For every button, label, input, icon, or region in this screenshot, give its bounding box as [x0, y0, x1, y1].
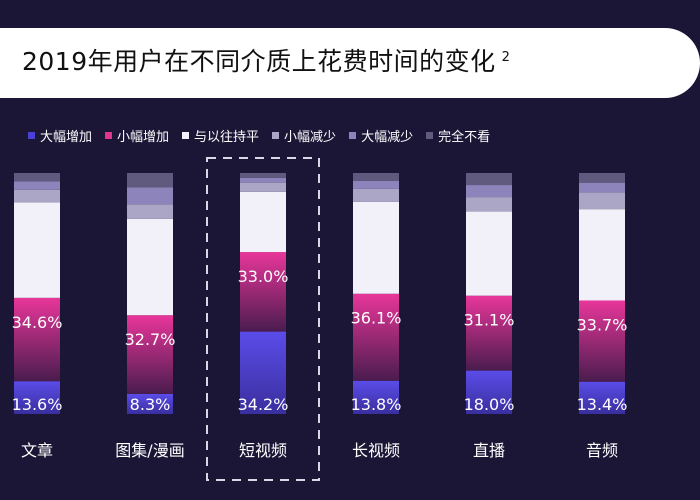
bar-segment [579, 173, 625, 183]
bar-segment [127, 218, 173, 316]
legend-item: 小幅增加 [105, 126, 169, 145]
legend-swatch [182, 131, 190, 139]
bar-segment [14, 189, 60, 203]
legend-label: 大幅减少 [361, 129, 414, 145]
bar-segment [579, 192, 625, 210]
bar-segment [14, 297, 60, 382]
data-label: 34.2% [238, 395, 289, 414]
data-label: 32.7% [125, 330, 176, 349]
category-label: 短视频 [239, 441, 287, 460]
bar-segment [127, 204, 173, 219]
data-label: 36.1% [351, 309, 402, 328]
legend-swatch [28, 131, 35, 139]
bar-segment [127, 315, 173, 394]
bar-segment [14, 173, 60, 182]
bar-segment [579, 300, 625, 382]
bar-segment [466, 173, 512, 186]
data-label: 8.3% [130, 395, 171, 414]
category-label: 长视频 [352, 441, 400, 460]
bar-segment [466, 295, 512, 371]
category-label: 图集/漫画 [115, 441, 184, 460]
data-label: 13.8% [351, 395, 402, 414]
bar-segment [240, 182, 286, 192]
bar-segment [14, 181, 60, 190]
category-label: 直播 [473, 441, 505, 460]
title-footnote-marker: 2 [501, 49, 511, 65]
bar-segment [127, 187, 173, 205]
bar-segment [466, 185, 512, 198]
bar-segment [14, 202, 60, 298]
bar-segment [579, 182, 625, 193]
legend-swatch [349, 131, 357, 139]
data-label: 13.6% [12, 395, 63, 414]
legend-swatch [272, 131, 280, 139]
bar-segment [240, 252, 286, 332]
bar-segment [466, 370, 512, 414]
legend-swatch [105, 131, 113, 139]
legend-label: 与以往持平 [194, 129, 260, 145]
legend-item: 完全不看 [426, 126, 490, 145]
bar-segment [240, 173, 286, 178]
legend: 大幅增加 小幅增加 与以往持平 小幅减少 大幅减少 完全不看 [28, 126, 503, 145]
bar-segment [466, 211, 512, 296]
bar-segment [14, 381, 60, 414]
title-banner: 2019年用户在不同介质上花费时间的变化 2 [0, 28, 700, 98]
bar-segment [240, 191, 286, 253]
category-label: 音频 [586, 441, 618, 460]
bar-segment [127, 173, 173, 188]
bar-segment [353, 188, 399, 202]
legend-item: 小幅减少 [272, 126, 336, 145]
bar-segment [240, 177, 286, 183]
chart-title: 2019年用户在不同介质上花费时间的变化 2 [22, 47, 511, 76]
legend-label: 完全不看 [438, 129, 491, 145]
legend-item: 大幅减少 [349, 126, 413, 145]
bar-segment [353, 201, 399, 294]
bar-segment [579, 381, 625, 414]
highlight-frame [206, 157, 320, 481]
data-label: 13.4% [577, 395, 628, 414]
bar-segment [353, 293, 399, 381]
legend-label: 大幅增加 [40, 129, 93, 145]
bar-segment [353, 380, 399, 414]
legend-label: 小幅增加 [117, 129, 170, 145]
bar-segment [353, 173, 399, 181]
data-label: 18.0% [464, 395, 515, 414]
data-label: 34.6% [12, 313, 63, 332]
data-label: 33.7% [577, 315, 628, 334]
bar-segment [353, 180, 399, 189]
bar-segment [127, 393, 173, 414]
category-label: 文章 [21, 441, 53, 460]
bar-segment [579, 209, 625, 301]
legend-item: 与以往持平 [182, 126, 259, 145]
bar-segment [466, 197, 512, 212]
data-label: 31.1% [464, 311, 515, 330]
data-label: 33.0% [238, 267, 289, 286]
legend-label: 小幅减少 [284, 129, 337, 145]
legend-swatch [426, 131, 434, 139]
legend-item: 大幅增加 [28, 126, 92, 145]
bar-segment [240, 331, 286, 414]
